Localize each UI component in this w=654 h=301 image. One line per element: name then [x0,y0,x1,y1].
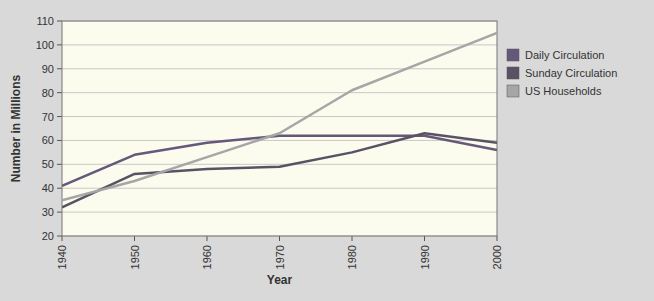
legend-label: Daily Circulation [525,49,604,61]
x-tick [424,236,425,241]
y-tick [57,116,62,117]
y-tick-label: 30 [42,206,54,218]
y-tick-label: 70 [42,111,54,123]
x-tick [352,236,353,241]
x-tick-label: 1960 [201,245,213,269]
y-tick-label: 90 [42,63,54,75]
series-line [62,133,497,207]
x-tick-label: 1940 [56,245,68,269]
x-tick [207,236,208,241]
chart: 20 30 40 50 60 70 80 90 100 110 1940 1950 1960 1970 19… [0,0,654,301]
legend-label: US Households [525,85,602,97]
grid-line [62,188,497,189]
x-tick-label: 1990 [419,245,431,269]
grid-line [62,116,497,117]
y-tick [57,92,62,93]
x-tick [497,236,498,241]
y-tick [57,188,62,189]
y-tick [57,140,62,141]
x-tick-label: 2000 [491,245,503,269]
grid-line [62,68,497,69]
y-tick-label: 60 [42,134,54,146]
plot-area [62,21,497,236]
y-tick-label: 80 [42,87,54,99]
y-tick [57,21,62,22]
background [0,0,654,301]
y-tick [57,236,62,237]
chart-root: 20 30 40 50 60 70 80 90 100 110 1940 1950 1960 1970 19… [0,0,654,301]
x-tick [134,236,135,241]
grid-line [62,212,497,213]
x-axis-label: Year [267,273,293,287]
y-tick-label: 20 [42,230,54,242]
x-tick-label: 1970 [274,245,286,269]
grid-line [62,140,497,141]
y-tick-label: 110 [36,15,54,27]
grid-line [62,164,497,165]
series-group [62,33,497,207]
x-tick [279,236,280,241]
y-tick [57,44,62,45]
legend-label: Sunday Circulation [525,67,617,79]
y-tick [57,164,62,165]
plot-frame [62,21,497,236]
y-axis-label: Number in Millions [9,75,23,183]
x-tick-label: 1980 [346,245,358,269]
legend-swatch [507,85,519,97]
y-tick [57,68,62,69]
y-tick-label: 50 [42,158,54,170]
y-tick [57,212,62,213]
y-tick-label: 40 [42,182,54,194]
grid-line [62,92,497,93]
x-tick-label: 1950 [129,245,141,269]
legend-swatch [507,49,519,61]
series-line [62,33,497,200]
x-tick [62,236,63,241]
y-tick-label: 100 [36,39,54,51]
legend-swatch [507,67,519,79]
grid-line [62,44,497,45]
